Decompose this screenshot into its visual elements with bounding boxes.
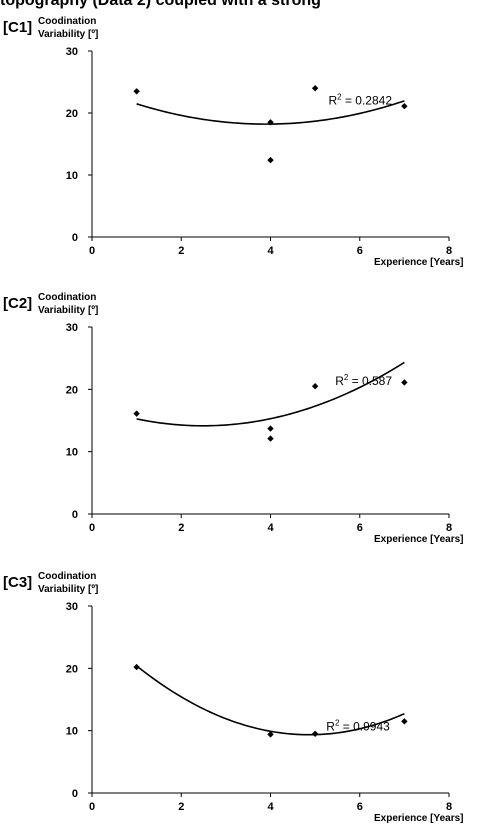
panel-label: [C1] xyxy=(3,19,32,36)
chart-panel-2: [C2] Coodination Variability [º] 0 10 20 30 0 2 4… xyxy=(3,292,464,545)
r-squared-annotation: R2 = 0.9943 xyxy=(326,718,390,733)
x-tick-label: 8 xyxy=(446,522,452,534)
r-squared-sup: 2 xyxy=(335,718,340,727)
r-squared-sup: 2 xyxy=(344,373,349,382)
r-squared-prefix: R xyxy=(326,719,335,733)
y-tick-label: 30 xyxy=(66,322,78,334)
data-point xyxy=(267,435,274,442)
x-tick-label: 2 xyxy=(178,245,184,257)
x-tick-label: 2 xyxy=(178,801,184,813)
y-axis-title-line: Coodination xyxy=(38,292,96,303)
data-point xyxy=(311,85,319,92)
y-axis-title-line: Coodination xyxy=(38,571,96,582)
x-tick-label: 6 xyxy=(357,801,363,813)
r-squared-annotation: R2 = 0.587 xyxy=(335,373,392,388)
y-tick-label: 10 xyxy=(66,726,78,738)
chart-panel-1: [C1] Coodination Variability [º] 0 10 20 30 0 2 4… xyxy=(3,16,464,268)
y-axis-title-line: Variability [º] xyxy=(38,305,98,316)
r-squared-prefix: R xyxy=(329,94,338,108)
x-tick-label: 0 xyxy=(89,245,95,257)
page-title: topography (Data 2) coupled with a stron… xyxy=(0,0,321,9)
chart-panel-3: [C3] Coodination Variability [º] 0 10 20 30 0 2 4… xyxy=(3,571,464,824)
y-axis-title-line: Variability [º] xyxy=(38,29,98,40)
y-axis-title-line: Coodination xyxy=(38,16,96,27)
x-tick-label: 6 xyxy=(357,522,363,534)
y-tick-label: 20 xyxy=(66,108,78,120)
panel-label: [C2] xyxy=(3,295,32,312)
r-squared-value: = 0.587 xyxy=(348,374,392,388)
x-tick-label: 4 xyxy=(267,801,274,813)
data-point xyxy=(311,383,319,390)
r-squared-value: = 0.2842 xyxy=(342,94,393,108)
y-tick-label: 10 xyxy=(66,447,78,459)
x-tick-label: 0 xyxy=(89,522,95,534)
x-tick-label: 8 xyxy=(446,245,452,257)
trendline xyxy=(136,361,405,427)
y-tick-label: 0 xyxy=(72,788,78,800)
x-tick-label: 0 xyxy=(89,801,95,813)
y-tick-label: 0 xyxy=(72,509,78,521)
data-point xyxy=(401,718,408,725)
r-squared-value: = 0.9943 xyxy=(339,719,390,733)
x-tick-label: 8 xyxy=(446,801,452,813)
y-tick-label: 30 xyxy=(66,601,78,613)
data-point xyxy=(311,730,319,737)
data-point xyxy=(133,410,140,417)
panel-label: [C3] xyxy=(3,574,32,591)
x-tick-label: 4 xyxy=(267,245,274,257)
y-tick-label: 20 xyxy=(66,663,78,675)
x-tick-label: 6 xyxy=(357,245,363,257)
r-squared-annotation: R2 = 0.2842 xyxy=(329,93,393,108)
data-point xyxy=(133,88,140,95)
y-tick-label: 20 xyxy=(66,384,78,396)
r-squared-sup: 2 xyxy=(337,93,342,102)
data-point xyxy=(401,102,408,110)
x-axis-title: Experience [Years] xyxy=(374,813,464,824)
data-point xyxy=(267,119,274,126)
y-axis-title-line: Variability [º] xyxy=(38,584,98,595)
y-tick-label: 0 xyxy=(72,232,78,244)
x-axis-title: Experience [Years] xyxy=(374,534,464,545)
data-point xyxy=(267,731,274,738)
y-tick-label: 30 xyxy=(66,46,78,58)
data-point xyxy=(267,156,274,164)
data-point xyxy=(133,663,140,671)
data-point xyxy=(267,425,274,432)
x-tick-label: 4 xyxy=(267,522,274,534)
x-axis-title: Experience [Years] xyxy=(374,257,464,268)
x-tick-label: 2 xyxy=(178,522,184,534)
y-tick-label: 10 xyxy=(66,170,78,182)
r-squared-prefix: R xyxy=(335,374,344,388)
data-point xyxy=(401,379,408,386)
